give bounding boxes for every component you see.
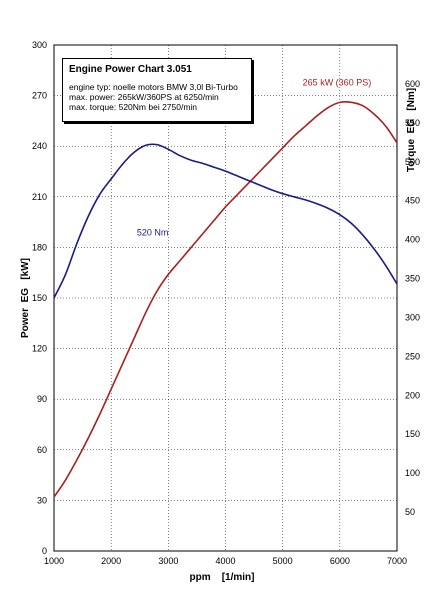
- torque-series-line: [53, 143, 398, 299]
- info-line-power: max. power: 265kW/360PS at 6250/min: [69, 92, 219, 102]
- x-tick-label: 6000: [330, 556, 350, 566]
- right-tick-label: 450: [405, 196, 420, 206]
- left-tick-label: 270: [32, 91, 47, 101]
- right-tick-label: 500: [405, 157, 420, 167]
- left-tick-label: 210: [32, 192, 47, 202]
- x-tick-label: 3000: [158, 556, 178, 566]
- chart-info-box: Engine Power Chart 3.051 engine typ: noe…: [62, 58, 252, 122]
- x-tick-label: 4000: [215, 556, 235, 566]
- x-axis-ticks: 1000 2000 3000 4000 5000 6000 7000: [44, 556, 407, 566]
- right-tick-label: 300: [405, 312, 420, 322]
- left-tick-label: 240: [32, 141, 47, 151]
- right-tick-label: 400: [405, 235, 420, 245]
- right-tick-label: 50: [405, 507, 415, 517]
- x-axis-title: ppm [1/min]: [190, 572, 255, 583]
- right-tick-label: 100: [405, 468, 420, 478]
- right-tick-label: 350: [405, 274, 420, 284]
- right-axis-ticks: 50 100 150 200 250 300 350 400 450 500 550 600: [405, 79, 420, 517]
- left-axis-title: Power EG [kW]: [20, 258, 31, 338]
- annotations: 265 kW (360 PS) 520 Nm: [137, 77, 371, 237]
- left-axis-ticks: 0 30 60 90 120 150 180 210 240 270 300: [32, 40, 47, 556]
- max-power-annotation: 265 kW (360 PS): [303, 77, 372, 87]
- left-tick-label: 0: [42, 546, 47, 556]
- info-line-torque: max. torque: 520Nm bei 2750/min: [69, 102, 198, 112]
- x-tick-label: 7000: [387, 556, 407, 566]
- left-tick-label: 150: [32, 293, 47, 303]
- right-tick-label: 150: [405, 429, 420, 439]
- series-lines: [53, 101, 398, 498]
- left-tick-label: 120: [32, 344, 47, 354]
- right-axis-title: Torque EG [Nm]: [406, 88, 417, 172]
- left-tick-label: 300: [32, 40, 47, 50]
- x-tick-label: 1000: [44, 556, 64, 566]
- right-tick-label: 250: [405, 351, 420, 361]
- left-tick-label: 90: [37, 394, 47, 404]
- x-tick-label: 5000: [273, 556, 293, 566]
- right-tick-label: 600: [405, 79, 420, 89]
- right-tick-label: 550: [405, 118, 420, 128]
- max-torque-annotation: 520 Nm: [137, 228, 169, 238]
- left-tick-label: 30: [37, 495, 47, 505]
- chart-title: Engine Power Chart 3.051: [69, 64, 192, 75]
- left-tick-label: 60: [37, 445, 47, 455]
- info-line-engine: engine typ: noelle motors BMW 3,0l Bi-Tu…: [69, 82, 238, 92]
- power-series-line: [53, 101, 398, 498]
- left-tick-label: 180: [32, 242, 47, 252]
- x-tick-label: 2000: [101, 556, 121, 566]
- right-tick-label: 200: [405, 390, 420, 400]
